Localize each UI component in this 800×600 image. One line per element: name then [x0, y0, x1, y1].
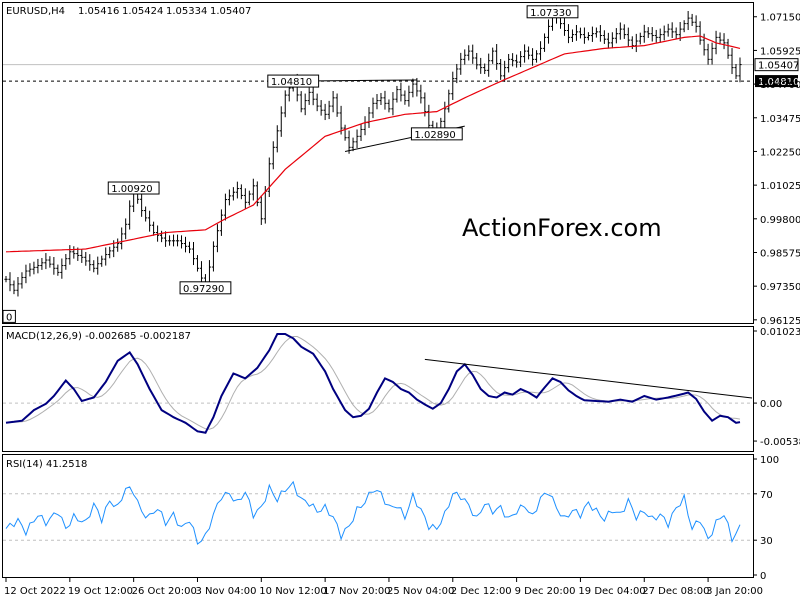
watermark: ActionForex.com: [462, 214, 662, 242]
price-annotation-label: 0: [6, 312, 12, 323]
macd-tick-label: 0.010232: [760, 327, 800, 338]
price-axis: 1.07150 1.05925 1.04700 1.03475 1.02250 1.010…: [753, 13, 800, 327]
price-annotation-box: [107, 181, 160, 195]
time-tick-label: 27 Dec 08:00: [642, 586, 709, 597]
current-price-box: [754, 58, 799, 72]
price-grid: 1.05407 1.04810: [3, 58, 799, 88]
price-tick-label: 1.02250: [760, 147, 800, 158]
price-tick-label: 0.97350: [760, 282, 800, 293]
time-tick-label: 2 Dec 12:00: [451, 586, 512, 597]
price-annotation-box: [410, 127, 463, 141]
price-tick-label: 0.99800: [760, 215, 800, 226]
macd-trendline: [424, 358, 753, 399]
rsi-title: RSI(14) 41.2518: [6, 459, 87, 470]
macd-line: [5, 333, 741, 434]
macd-indicator: 0.010232 0.00 -0.005389: [3, 327, 800, 448]
macd-tick-label: 0.00: [760, 399, 782, 410]
price-tick-label: 1.01025: [760, 181, 800, 192]
current-price-label: 1.05407: [758, 61, 799, 72]
price-annotation-label: 1.00920: [111, 184, 152, 195]
moving-average-line: [5, 35, 741, 253]
price-annotations: 1.07330 1.04810 1.02890 1.00920 0.97290 0: [2, 5, 579, 323]
price-tick-label: 1.04700: [760, 80, 800, 91]
price-annotation-box: [526, 5, 579, 19]
symbol-label: EURUSD,H4: [6, 6, 65, 17]
rsi-tick-label: 100: [760, 455, 779, 466]
macd-title: MACD(12,26,9) -0.002685 -0.002187: [6, 331, 191, 342]
time-tick-label: 3 Jan 20:00: [706, 586, 763, 597]
price-tick-label: 1.05925: [760, 46, 800, 57]
time-tick-label: 3 Nov 04:00: [195, 586, 256, 597]
time-axis: 12 Oct 2022 19 Oct 12:0026 Oct 20:003 Nov…: [4, 578, 763, 597]
level-price-label: 1.04810: [758, 77, 799, 88]
macd-panel-frame: [2, 326, 754, 452]
rsi-tick-label: 0: [760, 571, 766, 582]
price-annotation-label: 1.02890: [414, 130, 455, 141]
rsi-panel-frame: [2, 454, 754, 578]
time-tick-label: 19 Dec 04:00: [578, 586, 645, 597]
price-annotation-box: [179, 281, 232, 295]
rsi-line: [5, 480, 741, 545]
time-tick-label: 12 Oct 2022: [4, 586, 66, 597]
time-tick-label: 26 Oct 20:00: [132, 586, 197, 597]
macd-tick-label: -0.005389: [760, 437, 800, 448]
price-annotation-box: [267, 74, 320, 88]
level-price-box: [755, 75, 798, 88]
time-tick-label: 25 Nov 04:00: [387, 586, 454, 597]
price-annotation-label: 1.04810: [271, 77, 312, 88]
moving-average: [5, 35, 741, 253]
price-tick-label: 1.07150: [760, 13, 800, 24]
price-tick-label: 0.96125: [760, 316, 800, 327]
price-annotation-box: [2, 309, 16, 323]
low-value: 1.05334: [166, 6, 207, 17]
price-panel-frame: [2, 2, 754, 324]
high-value: 1.05424: [122, 6, 163, 17]
time-tick-label: 9 Dec 20:00: [515, 586, 576, 597]
time-tick-label: 19 Oct 12:00: [68, 586, 133, 597]
rsi-indicator: 100 70 30 0: [3, 455, 779, 582]
price-tick-label: 1.03475: [760, 114, 800, 125]
open-value: 1.05416: [78, 6, 119, 17]
time-tick-label: 17 Nov 20:00: [323, 586, 390, 597]
price-tick-label: 0.98575: [760, 248, 800, 259]
price-annotation-label: 1.07330: [530, 8, 571, 19]
close-value: 1.05407: [210, 6, 251, 17]
price-annotation-label: 0.97290: [183, 284, 224, 295]
time-tick-label: 10 Nov 12:00: [259, 586, 326, 597]
rsi-tick-label: 70: [760, 490, 773, 501]
rsi-tick-label: 30: [760, 536, 773, 547]
